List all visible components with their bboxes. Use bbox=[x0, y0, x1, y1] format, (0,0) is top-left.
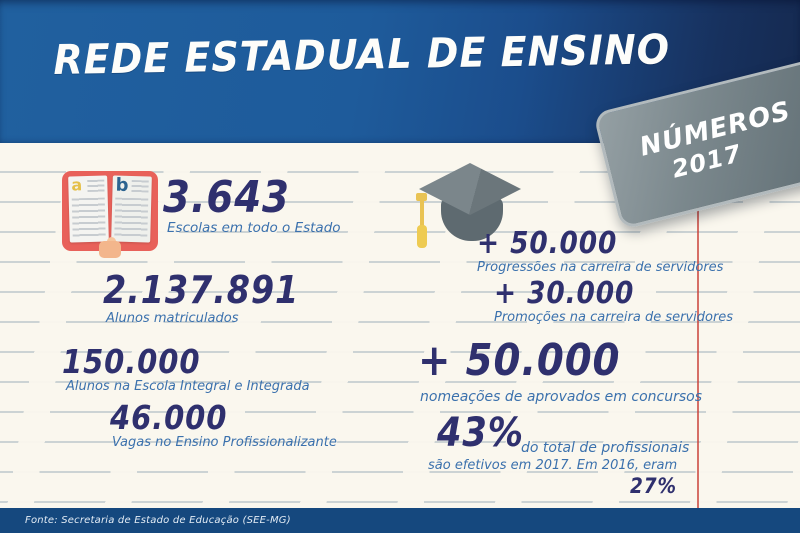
cap-mortarboard bbox=[419, 163, 521, 215]
book-hand bbox=[99, 241, 121, 258]
stat-label-profissionalizante: Vagas no Ensino Profissionalizante bbox=[112, 435, 337, 450]
stat-label-integral: Alunos na Escola Integral e Integrada bbox=[66, 379, 310, 394]
notebook-margin-line bbox=[697, 143, 699, 509]
book-page-right: b bbox=[111, 174, 152, 243]
stat-value-efetivos-2017: 43% bbox=[437, 410, 524, 456]
book-letter-b: b bbox=[115, 174, 129, 196]
book-page-lines bbox=[114, 197, 149, 238]
stat-value-promocoes: + 30.000 bbox=[494, 276, 635, 311]
open-book-icon: a b bbox=[62, 167, 158, 259]
stat-value-integral: 150.000 bbox=[62, 342, 201, 381]
tassel-cord bbox=[420, 197, 424, 229]
graduation-cap-icon bbox=[413, 163, 523, 253]
book-page-lines bbox=[87, 179, 105, 193]
stat-label-efetivos-line1: do total de profissionais bbox=[521, 440, 690, 456]
book-letter-a: a bbox=[71, 175, 83, 195]
book-page-left: a bbox=[68, 175, 109, 243]
stat-label-progressoes: Progressões na carreira de servidores bbox=[477, 260, 724, 275]
stat-label-promocoes: Promoções na carreira de servidores bbox=[494, 310, 734, 325]
stat-value-progressoes: + 50.000 bbox=[477, 226, 618, 261]
stat-label-escolas: Escolas em todo o Estado bbox=[167, 220, 341, 236]
footer-bar: Fonte: Secretaria de Estado de Educação … bbox=[0, 508, 800, 533]
stat-label-nomeacoes: nomeações de aprovados em concursos bbox=[420, 389, 703, 405]
stat-value-matriculados: 2.137.891 bbox=[103, 268, 300, 312]
stat-label-matriculados: Alunos matriculados bbox=[106, 311, 239, 326]
book-page-lines bbox=[71, 197, 106, 238]
stat-value-efetivos-2016: 27% bbox=[630, 474, 677, 498]
stat-label-efetivos-line2: são efetivos em 2017. Em 2016, eram bbox=[428, 458, 678, 473]
stat-value-escolas: 3.643 bbox=[163, 172, 290, 223]
page-title: REDE ESTADUAL DE ENSINO bbox=[52, 25, 671, 84]
tassel-end bbox=[417, 225, 427, 248]
stat-value-nomeacoes: + 50.000 bbox=[418, 335, 621, 386]
book-page-lines bbox=[131, 179, 149, 193]
footer-source: Fonte: Secretaria de Estado de Educação … bbox=[25, 515, 291, 526]
stat-value-profissionalizante: 46.000 bbox=[110, 398, 228, 437]
